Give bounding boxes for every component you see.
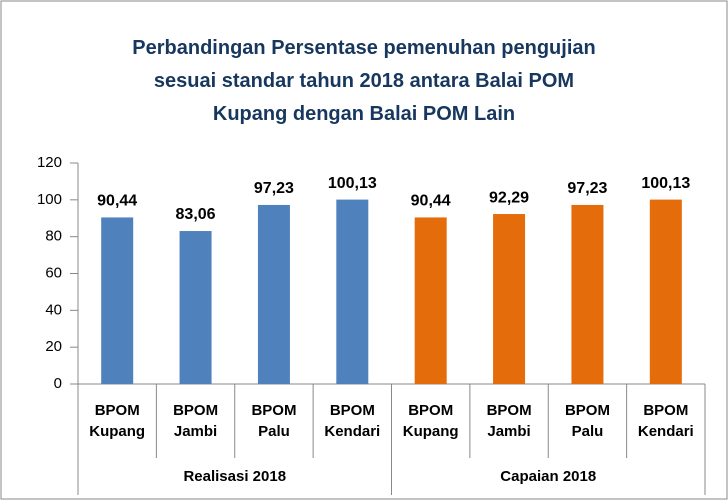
data-label: 100,13 (328, 175, 377, 192)
y-tick-label: 60 (45, 264, 62, 281)
x-tick-label: BPOM Jambi (486, 402, 532, 440)
bar (179, 231, 212, 384)
y-tick-label: 100 (37, 191, 62, 208)
bar (257, 204, 290, 384)
x-tick-label: BPOM Kendari (637, 402, 694, 440)
group-label: Capaian 2018 (500, 468, 597, 485)
bar (493, 214, 526, 384)
x-tick-label: BPOM Palu (564, 402, 610, 440)
bar (414, 217, 447, 384)
data-label: 97,23 (254, 180, 294, 197)
y-tick-label: 40 (45, 301, 62, 318)
data-label: 100,13 (641, 175, 690, 192)
bar (649, 199, 682, 384)
bar (571, 204, 604, 384)
bar (336, 199, 369, 384)
data-label: 97,23 (567, 180, 607, 197)
y-tick-label: 20 (45, 338, 62, 355)
data-label: 83,06 (176, 206, 216, 223)
data-label: 90,44 (97, 193, 137, 210)
x-tick-label: BPOM Kupang (402, 402, 459, 440)
data-label: 92,29 (489, 189, 529, 206)
chart-title: Kupang dengan Balai POM Lain (212, 103, 516, 125)
x-tick-label: BPOM Kendari (324, 402, 381, 440)
y-tick-label: 120 (37, 154, 62, 171)
group-label: Realisasi 2018 (183, 468, 287, 485)
x-tick-label: BPOM Jambi (173, 402, 219, 440)
chart-title: sesuai standar tahun 2018 antara Balai P… (153, 70, 575, 92)
bar (101, 217, 134, 384)
x-tick-label: BPOM Palu (251, 402, 297, 440)
y-tick-label: 80 (45, 228, 62, 245)
chart-title: Perbandingan Persentase pemenuhan penguj… (132, 37, 596, 59)
x-tick-label: BPOM Kupang (89, 402, 146, 440)
data-label: 90,44 (411, 193, 451, 210)
y-tick-label: 0 (54, 375, 62, 392)
